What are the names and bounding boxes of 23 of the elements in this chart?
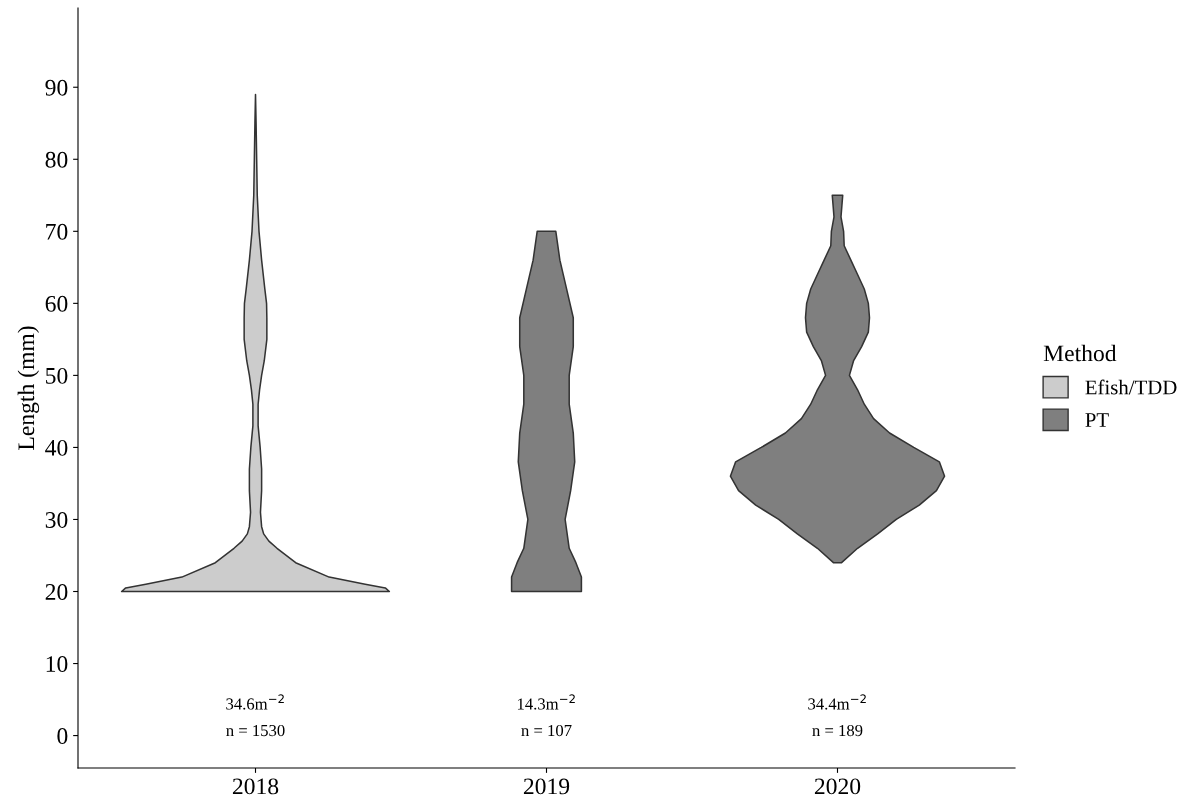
annotation: 34.4m$^{−2}$ <box>808 694 866 710</box>
y-tick-label: 60 <box>45 295 68 312</box>
legend-label: Efish/TDD <box>1085 379 1177 395</box>
y-tick-label: 80 <box>45 151 68 168</box>
legend-label: PT <box>1085 413 1109 427</box>
x-tick-label: 2019 <box>523 778 570 795</box>
annotation: 14.3m$^{−2}$ <box>517 694 575 710</box>
y-tick-label: 10 <box>46 656 68 672</box>
y-tick-label: 40 <box>45 439 68 456</box>
annotation: n = 1530 <box>226 724 285 737</box>
annotation: n = 107 <box>521 724 572 737</box>
y-tick-label: 70 <box>46 223 68 240</box>
annotation: n = 189 <box>812 724 863 737</box>
y-tick-label: 20 <box>45 584 68 600</box>
y-tick-label: 0 <box>57 728 68 745</box>
y-tick-label: 30 <box>45 511 68 528</box>
y-axis-title: Length (mm) <box>17 326 40 450</box>
x-tick-label: 2018 <box>232 778 279 795</box>
annotation: 34.6m$^{−2}$ <box>226 694 284 710</box>
y-tick-label: 50 <box>46 367 68 384</box>
y-tick-label: 90 <box>45 79 68 96</box>
x-tick-label: 2020 <box>814 778 861 795</box>
legend-title: Method <box>1043 344 1117 362</box>
